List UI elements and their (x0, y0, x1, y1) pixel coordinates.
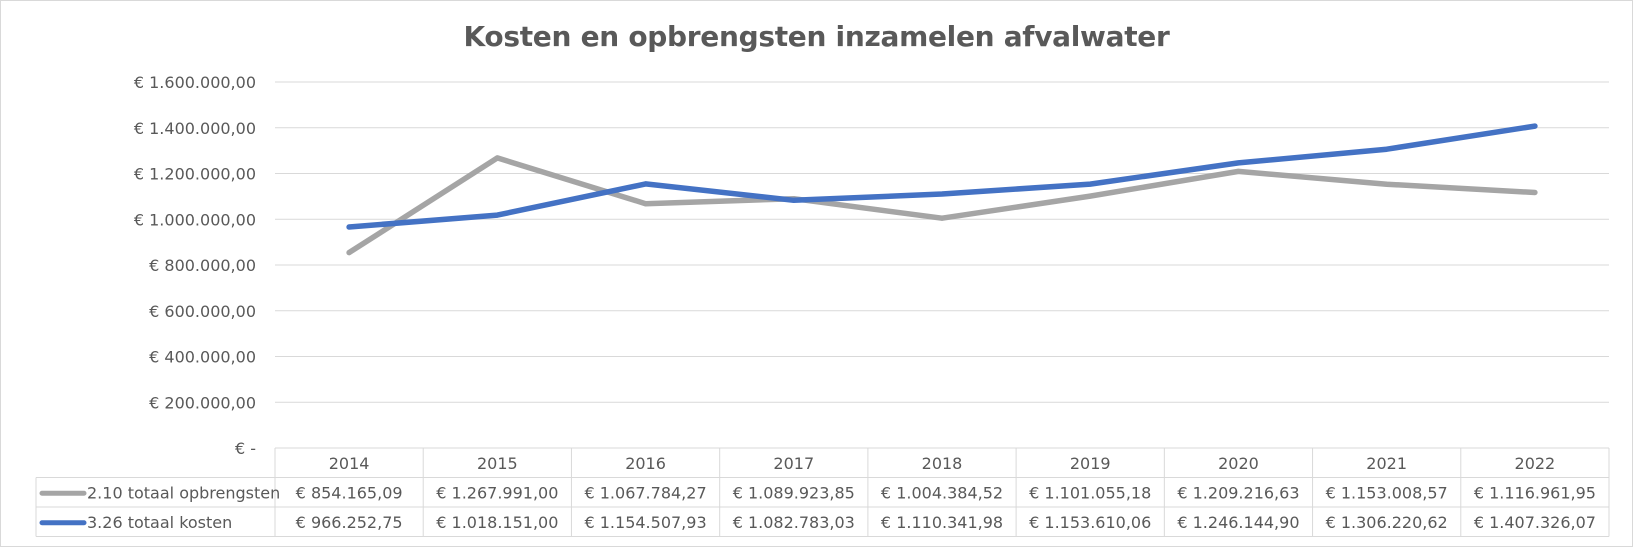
data-point (1235, 168, 1241, 174)
y-tick-label: € 800.000,00 (149, 256, 256, 275)
data-point (1235, 160, 1241, 166)
chart-title: Kosten en opbrengsten inzamelen afvalwat… (463, 20, 1170, 53)
data-table-value: € 1.246.144,90 (1177, 513, 1299, 532)
data-table-value: € 1.110.341,98 (881, 513, 1003, 532)
data-point (643, 201, 649, 207)
legend-entry: 2.10 totaal opbrengsten (87, 484, 280, 503)
data-point (939, 191, 945, 197)
x-category-label: 2018 (922, 454, 963, 473)
x-category-label: 2022 (1515, 454, 1556, 473)
x-category-label: 2019 (1070, 454, 1111, 473)
data-point (1384, 181, 1390, 187)
data-table-value: € 1.101.055,18 (1029, 484, 1151, 503)
data-table-value: € 854.165,09 (296, 484, 403, 503)
y-tick-label: € 400.000,00 (149, 348, 256, 367)
data-table-value: € 1.018.151,00 (436, 513, 558, 532)
legend-entry: 3.26 totaal kosten (87, 513, 232, 532)
data-point (494, 212, 500, 218)
gridlines (275, 81, 1609, 403)
x-category-label: 2021 (1366, 454, 1407, 473)
data-table-value: € 1.407.326,07 (1474, 513, 1596, 532)
data-table-value: € 1.267.991,00 (436, 484, 558, 503)
data-point (1087, 193, 1093, 199)
data-table-value: € 1.089.923,85 (733, 484, 855, 503)
data-table-value: € 1.067.784,27 (584, 484, 706, 503)
y-tick-label: € 200.000,00 (149, 393, 256, 412)
data-point (1087, 181, 1093, 187)
data-table-value: € 1.153.610,06 (1029, 513, 1151, 532)
data-table-value: € 966.252,75 (296, 513, 403, 532)
data-table-value: € 1.154.507,93 (584, 513, 706, 532)
data-point (1532, 123, 1538, 129)
data-point (939, 215, 945, 221)
x-category-label: 2014 (329, 454, 370, 473)
data-table: 2014 2015 2016 2017 2018 2019 2020 2021 2022 2.10… (35, 447, 1610, 537)
y-tick-label: € 600.000,00 (149, 302, 256, 321)
data-table-value: € 1.082.783,03 (733, 513, 855, 532)
data-point (494, 155, 500, 161)
data-table-value: € 1.209.216,63 (1177, 484, 1299, 503)
series-line (346, 155, 1538, 256)
data-point (643, 181, 649, 187)
series-line (346, 123, 1538, 230)
y-tick-label: € - (235, 439, 256, 458)
y-tick-label: € 1.400.000,00 (134, 119, 256, 138)
data-table-value: € 1.306.220,62 (1326, 513, 1448, 532)
y-axis-ticks: € - € 200.000,00 € 400.000,00 € 600.000,00 €… (134, 73, 256, 458)
data-point (1532, 189, 1538, 195)
y-tick-label: € 1.000.000,00 (134, 210, 256, 229)
data-point (346, 224, 352, 230)
y-tick-label: € 1.200.000,00 (134, 165, 256, 184)
data-point (791, 197, 797, 203)
x-category-label: 2016 (625, 454, 666, 473)
data-table-value: € 1.153.008,57 (1326, 484, 1448, 503)
data-point (346, 250, 352, 256)
x-category-label: 2017 (773, 454, 814, 473)
series-lines (346, 123, 1538, 256)
x-category-label: 2020 (1218, 454, 1259, 473)
data-table-value: € 1.004.384,52 (881, 484, 1003, 503)
y-tick-label: € 1.600.000,00 (134, 73, 256, 92)
data-table-value: € 1.116.961,95 (1474, 484, 1596, 503)
x-category-label: 2015 (477, 454, 518, 473)
data-point (1384, 146, 1390, 152)
